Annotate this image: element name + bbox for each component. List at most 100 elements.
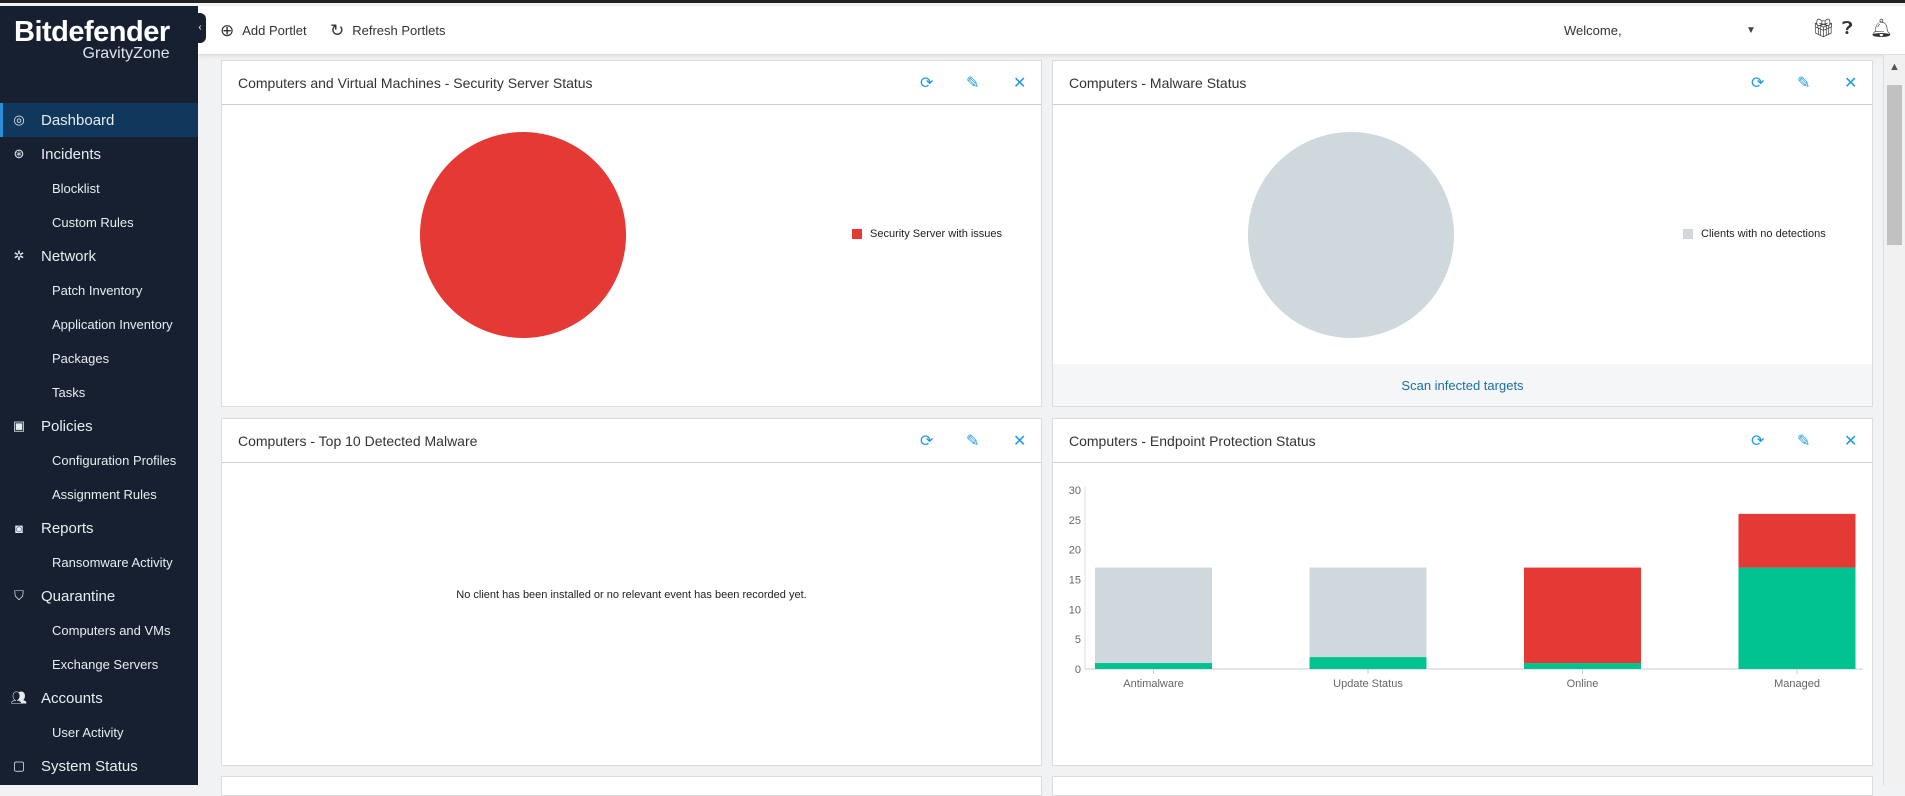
sidebar-item-label: Blocklist [52, 180, 100, 196]
bell-icon[interactable]: 🔔︎ [1870, 18, 1893, 38]
refresh-icon[interactable]: ⟳ [920, 75, 934, 92]
sidebar-item-label: System Status [41, 757, 138, 775]
sidebar-item-ransomware-activity[interactable]: Ransomware Activity [0, 545, 198, 579]
sidebar-item-accounts[interactable]: 👥︎ Accounts [0, 681, 198, 715]
close-icon[interactable]: ✕ [1844, 433, 1858, 450]
network-icon: ✲ [13, 248, 25, 263]
sidebar-item-label: Patch Inventory [52, 282, 143, 298]
sidebar-item-patch-inventory[interactable]: Patch Inventory [0, 273, 198, 307]
welcome-text: Welcome, [1564, 23, 1622, 38]
collapse-sidebar-button[interactable]: ‹ [194, 13, 206, 43]
close-icon[interactable]: ✕ [1844, 75, 1858, 92]
sidebar-item-quarantine[interactable]: ⛉ Quarantine [0, 579, 198, 613]
refresh-icon: ↻ [330, 20, 345, 40]
sidebar-item-network[interactable]: ✲ Network [0, 239, 198, 273]
empty-state-message: No client has been installed or no relev… [456, 589, 807, 601]
sidebar-item-label: Computers and VMs [52, 622, 171, 638]
dashboard-icon: ◎ [13, 112, 25, 127]
bar-chart: 0 5 10 15 20 25 30 Antimalware Update Status Onli… [1069, 485, 1863, 690]
sidebar-item-policies[interactable]: ▣ Policies [0, 409, 198, 443]
portlet-endpoint-protection-status: Computers - Endpoint Protection Status ⟳… [1052, 418, 1873, 766]
add-portlet-button[interactable]: ⊕ Add Portlet [220, 20, 307, 40]
reports-icon: ◙ [15, 520, 23, 536]
sidebar-item-exchange-servers[interactable]: Exchange Servers [0, 647, 198, 681]
portlet-title: Computers and Virtual Machines - Securit… [238, 74, 593, 91]
close-icon[interactable]: ✕ [1013, 75, 1027, 92]
sidebar-item-incidents[interactable]: ⊛ Incidents [0, 137, 198, 171]
portlet [1052, 776, 1873, 796]
sidebar-item-label: Tasks [52, 384, 86, 400]
quarantine-icon: ⛉ [14, 588, 24, 603]
accounts-icon: 👥︎ [10, 690, 28, 705]
scroll-up-icon[interactable]: ▲ [1889, 61, 1900, 73]
sidebar-item-system-status[interactable]: ▢ System Status [0, 749, 198, 783]
sidebar-item-label: User Activity [52, 724, 124, 740]
sidebar-item-user-activity[interactable]: User Activity [0, 715, 198, 749]
edit-icon[interactable]: ✎ [966, 75, 980, 92]
user-menu-dropdown[interactable]: ▼ [1746, 25, 1756, 36]
sidebar-item-label: Application Inventory [52, 316, 173, 332]
y-tick-label: 10 [1069, 604, 1081, 616]
policies-icon: ▣ [12, 418, 26, 433]
edit-icon[interactable]: ✎ [1797, 433, 1811, 450]
edit-icon[interactable]: ✎ [1797, 75, 1811, 92]
legend-item: Security Server with issues [852, 228, 1002, 240]
sidebar-item-label: Exchange Servers [52, 656, 159, 672]
edit-icon[interactable]: ✎ [966, 433, 980, 450]
sidebar: Bitdefender GravityZone ◎ Dashboard ⊛ Incid… [0, 6, 198, 785]
sidebar-item-label: Packages [52, 350, 110, 366]
plus-circle-icon: ⊕ [220, 20, 235, 40]
sidebar-item-reports[interactable]: ◙ Reports [0, 511, 198, 545]
sidebar-item-label: Reports [41, 519, 94, 537]
incidents-icon: ⊛ [13, 146, 25, 161]
portlet-title: Computers - Endpoint Protection Status [1069, 432, 1316, 449]
portlet-title: Computers - Top 10 Detected Malware [238, 432, 478, 449]
y-tick-label: 5 [1075, 634, 1081, 646]
system-status-icon: ▢ [12, 758, 26, 773]
sidebar-item-assignment-rules[interactable]: Assignment Rules [0, 477, 198, 511]
sidebar-item-label: Policies [41, 417, 93, 435]
refresh-portlets-button[interactable]: ↻ Refresh Portlets [330, 20, 446, 40]
bar-segment[interactable] [1738, 513, 1856, 568]
sidebar-item-label: Accounts [41, 689, 103, 707]
top-bar: ⊕ Add Portlet ↻ Refresh Portlets Welcome, … [198, 6, 1905, 55]
sidebar-item-label: Configuration Profiles [52, 452, 177, 468]
sidebar-item-computers-and-vms[interactable]: Computers and VMs [0, 613, 198, 647]
legend-item: Clients with no detections [1683, 228, 1826, 240]
sidebar-item-packages[interactable]: Packages [0, 341, 198, 375]
sidebar-item-label: Network [41, 247, 97, 265]
bar-segment[interactable] [1309, 657, 1427, 669]
sidebar-item-label: Dashboard [41, 111, 115, 129]
bar-segment[interactable] [1524, 567, 1641, 664]
bar-segment[interactable] [1095, 663, 1212, 669]
refresh-icon[interactable]: ⟳ [1751, 75, 1765, 92]
close-icon[interactable]: ✕ [1013, 433, 1027, 450]
sidebar-item-application-inventory[interactable]: Application Inventory [0, 307, 198, 341]
sidebar-item-dashboard[interactable]: ◎ Dashboard [0, 103, 198, 137]
portlet [221, 776, 1042, 796]
pie-slice[interactable] [1248, 132, 1454, 338]
refresh-icon[interactable]: ⟳ [920, 433, 934, 450]
bar-segment[interactable] [1309, 567, 1427, 658]
scrollbar[interactable]: ▲ [1883, 55, 1905, 785]
sidebar-nav: ◎ Dashboard ⊛ Incidents Blocklist Custom Rule… [0, 103, 198, 783]
x-tick-label: Managed [1774, 678, 1820, 690]
bar-segment[interactable] [1524, 663, 1641, 669]
gift-icon[interactable]: 🎁︎ [1812, 18, 1835, 38]
refresh-icon[interactable]: ⟳ [1751, 433, 1765, 450]
pie-slice[interactable] [420, 132, 626, 338]
y-tick-label: 0 [1075, 664, 1081, 676]
bar-segment[interactable] [1738, 567, 1856, 669]
sidebar-item-tasks[interactable]: Tasks [0, 375, 198, 409]
sidebar-item-blocklist[interactable]: Blocklist [0, 171, 198, 205]
x-tick-label: Update Status [1333, 678, 1403, 690]
scan-infected-targets-link[interactable]: Scan infected targets [1053, 364, 1872, 406]
logo[interactable]: Bitdefender GravityZone [14, 16, 170, 62]
scrollbar-thumb[interactable] [1887, 85, 1902, 245]
help-icon[interactable]: ❓︎ [1842, 18, 1853, 38]
x-tick-label: Online [1567, 678, 1599, 690]
sidebar-item-label: Quarantine [41, 587, 116, 605]
sidebar-item-configuration-profiles[interactable]: Configuration Profiles [0, 443, 198, 477]
sidebar-item-custom-rules[interactable]: Custom Rules [0, 205, 198, 239]
bar-segment[interactable] [1095, 567, 1212, 664]
